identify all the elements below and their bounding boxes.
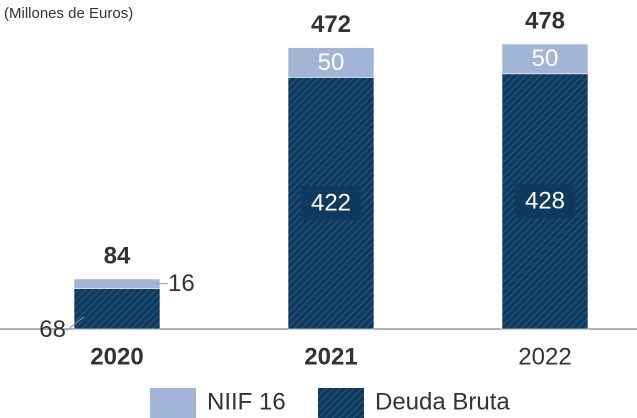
value-label: 50 bbox=[532, 45, 559, 72]
legend-swatch bbox=[318, 388, 364, 418]
total-label: 84 bbox=[104, 242, 131, 269]
leader-line bbox=[65, 316, 85, 332]
x-tick-label: 2022 bbox=[518, 343, 571, 370]
value-label: 422 bbox=[311, 190, 351, 217]
label-box bbox=[515, 184, 575, 219]
value-label: 428 bbox=[525, 188, 565, 215]
legend-label: Deuda Bruta bbox=[375, 388, 510, 415]
bar-segment bbox=[73, 288, 161, 330]
value-label: 16 bbox=[168, 270, 195, 297]
bar-segment bbox=[287, 47, 375, 78]
x-tick-label: 2020 bbox=[90, 343, 143, 370]
legend-swatch bbox=[150, 388, 196, 418]
chart-subtitle: (Millones de Euros) bbox=[4, 5, 133, 22]
legend-label: NIIF 16 bbox=[207, 388, 286, 415]
value-label: 68 bbox=[39, 316, 66, 343]
bar-segment bbox=[73, 278, 161, 289]
total-label: 472 bbox=[311, 11, 351, 38]
label-box bbox=[301, 186, 361, 221]
x-tick-label: 2021 bbox=[304, 343, 357, 370]
value-label: 50 bbox=[318, 49, 345, 76]
total-label: 478 bbox=[525, 7, 565, 34]
bar-segment bbox=[501, 43, 589, 75]
